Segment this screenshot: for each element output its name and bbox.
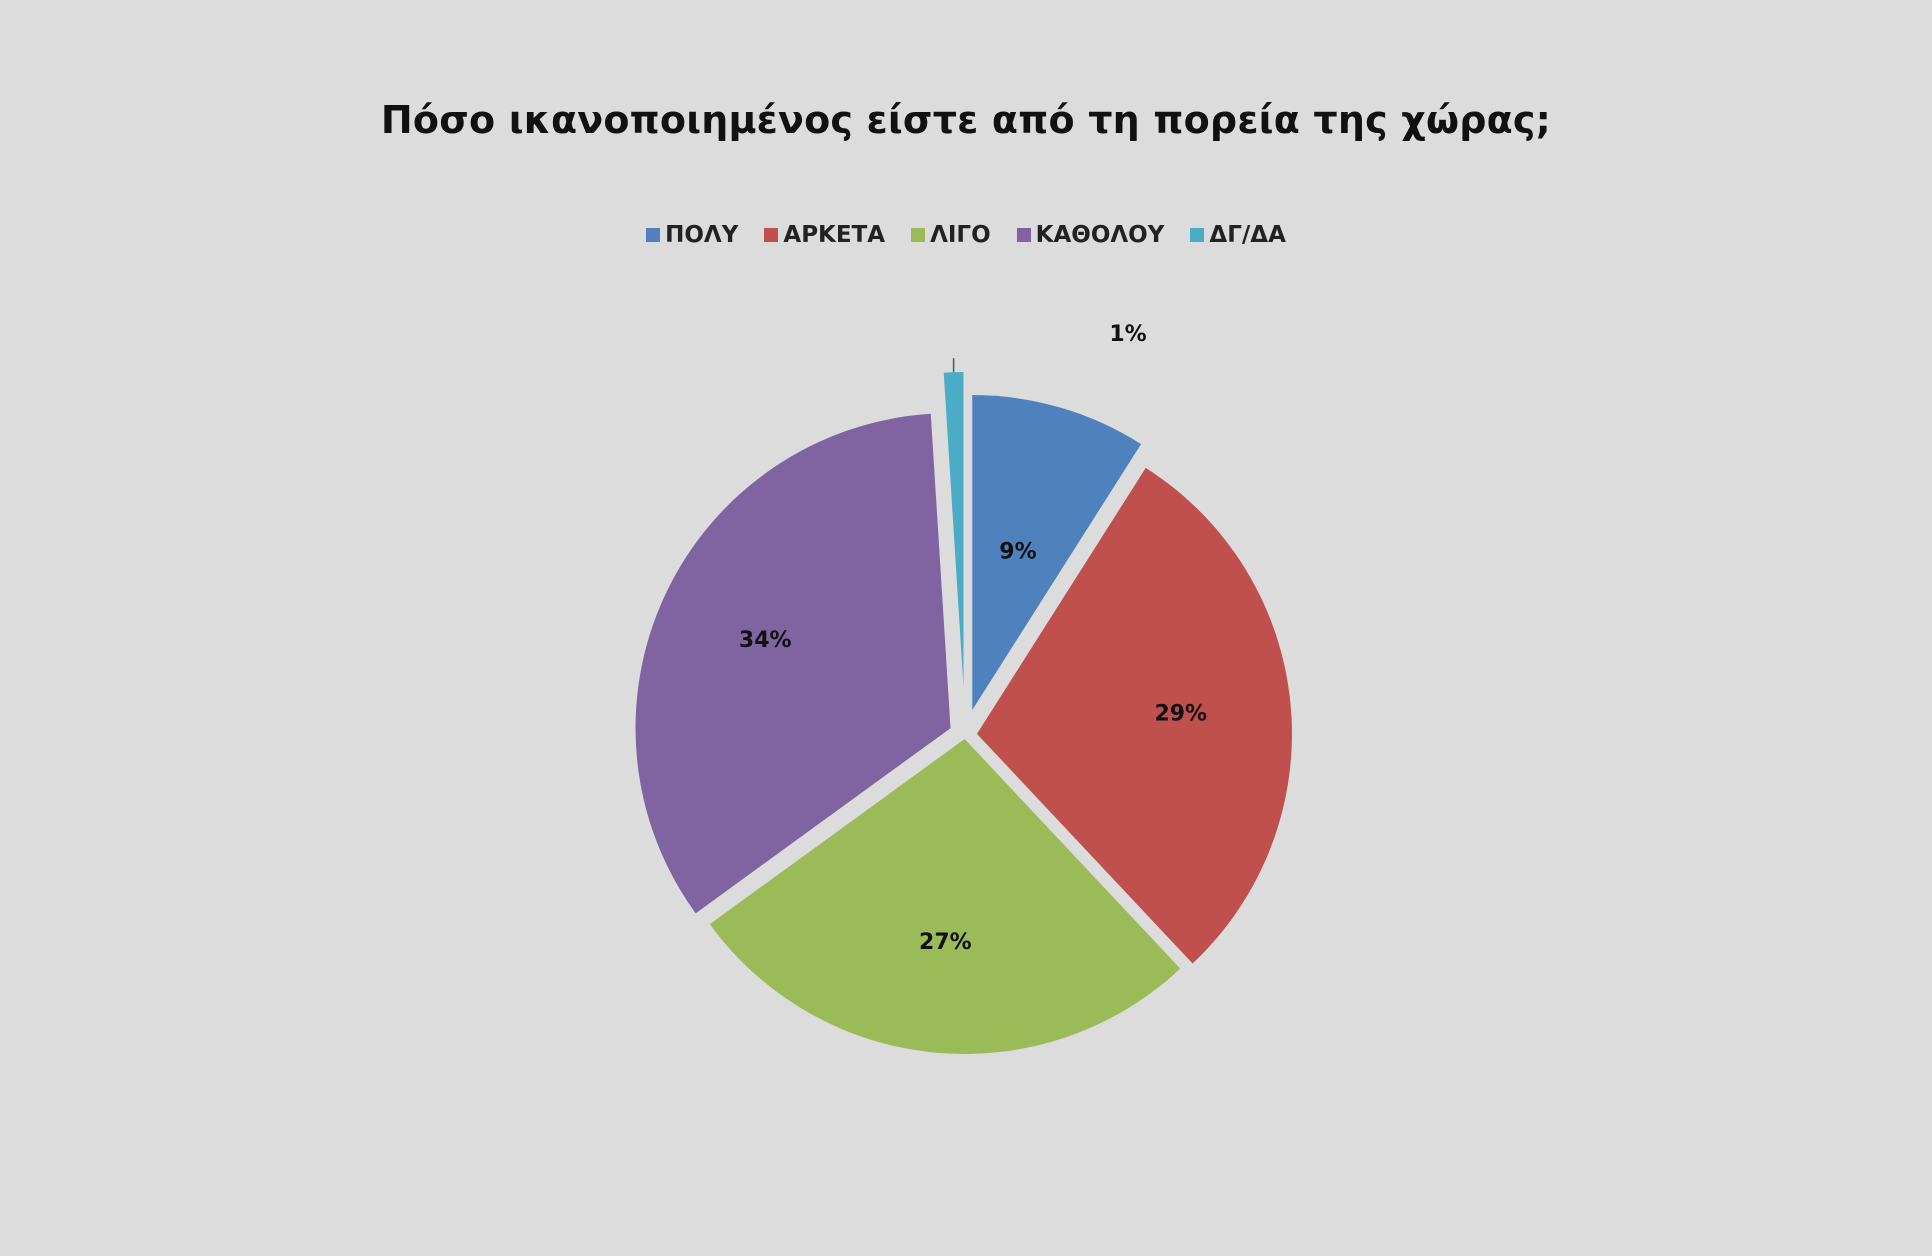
legend-swatch — [1016, 228, 1031, 242]
legend-label: ΑΡΚΕΤΑ — [783, 222, 886, 248]
legend-label: ΔΓ/ΔΑ — [1209, 222, 1286, 248]
legend-item: ΛΙΓΟ — [911, 222, 991, 248]
pie-slice — [943, 372, 964, 688]
slice-label: 27% — [919, 930, 972, 955]
slice-label: 34% — [739, 628, 792, 653]
chart-legend: ΠΟΛΥ ΑΡΚΕΤΑ ΛΙΓΟ ΚΑΘΟΛΟΥ ΔΓ/ΔΑ — [0, 222, 1932, 248]
pie-slice — [976, 467, 1292, 964]
pie-slice — [972, 395, 1142, 711]
pie-slice — [635, 413, 951, 914]
slice-label: 1% — [1109, 322, 1146, 347]
legend-label: ΚΑΘΟΛΟΥ — [1035, 222, 1165, 248]
slice-label: 9% — [999, 540, 1036, 565]
legend-item: ΠΟΛΥ — [646, 222, 738, 248]
legend-swatch — [764, 228, 779, 242]
legend-swatch — [646, 228, 661, 242]
legend-swatch — [911, 228, 926, 242]
legend-swatch — [1190, 228, 1205, 242]
legend-item: ΑΡΚΕΤΑ — [764, 222, 885, 248]
legend-label: ΛΙΓΟ — [930, 222, 991, 248]
slice-label: 29% — [1154, 702, 1207, 727]
pie-slice — [709, 738, 1181, 1054]
legend-item: ΔΓ/ΔΑ — [1190, 222, 1286, 248]
legend-item: ΚΑΘΟΛΟΥ — [1016, 222, 1165, 248]
legend-label: ΠΟΛΥ — [665, 222, 739, 248]
chart-title: Πόσο ικανοποιημένος είστε από τη πορεία … — [380, 98, 1552, 142]
